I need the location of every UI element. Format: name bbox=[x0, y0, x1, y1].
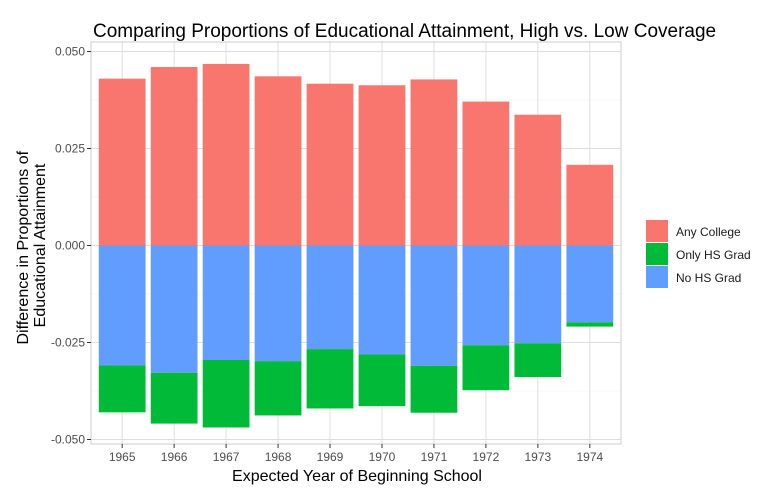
bar-any-college-1972 bbox=[462, 101, 510, 246]
bar-any-college-1971 bbox=[410, 79, 458, 246]
y-tick-label: -0.050 bbox=[51, 433, 85, 447]
bar-no-hs-grad-1974 bbox=[566, 245, 614, 323]
x-axis-title: Expected Year of Beginning School bbox=[232, 468, 482, 485]
chart-title: Comparing Proportions of Educational Att… bbox=[93, 21, 716, 42]
bar-no-hs-grad-1966 bbox=[150, 245, 198, 373]
x-tick-label: 1972 bbox=[473, 450, 500, 464]
bar-any-college-1974 bbox=[566, 164, 614, 246]
bar-only-hs-grad-1968 bbox=[254, 361, 302, 416]
bar-only-hs-grad-1974 bbox=[566, 322, 614, 327]
y-tick-label: 0.050 bbox=[55, 45, 85, 59]
legend-key-any-college bbox=[646, 220, 668, 242]
panel-border bbox=[90, 41, 622, 445]
bar-no-hs-grad-1970 bbox=[358, 245, 406, 355]
y-tick-label: 0.025 bbox=[55, 142, 85, 156]
bar-only-hs-grad-1969 bbox=[306, 349, 354, 409]
x-tick-label: 1965 bbox=[109, 450, 136, 464]
x-tick-label: 1967 bbox=[213, 450, 240, 464]
bar-any-college-1965 bbox=[98, 78, 146, 246]
legend-key-only-hs-grad bbox=[646, 243, 668, 265]
legend-key-no-hs-grad bbox=[646, 266, 668, 288]
bar-only-hs-grad-1971 bbox=[410, 365, 458, 413]
bar-any-college-1967 bbox=[202, 63, 250, 246]
legend-label-any-college: Any College bbox=[676, 225, 741, 239]
bar-no-hs-grad-1967 bbox=[202, 245, 250, 360]
bar-only-hs-grad-1973 bbox=[514, 343, 562, 378]
bars bbox=[98, 63, 614, 428]
bar-no-hs-grad-1973 bbox=[514, 245, 562, 344]
bar-no-hs-grad-1972 bbox=[462, 245, 510, 346]
y-axis-ticks: -0.050 -0.025 0.000 0.025 0.050 bbox=[51, 45, 91, 447]
x-tick-label: 1968 bbox=[265, 450, 292, 464]
x-tick-label: 1970 bbox=[369, 450, 396, 464]
x-tick-label: 1974 bbox=[576, 450, 603, 464]
bar-any-college-1968 bbox=[254, 76, 302, 246]
y-axis-title-line-2: Educational Attainment bbox=[32, 163, 49, 327]
bar-only-hs-grad-1970 bbox=[358, 354, 406, 407]
y-tick-label: 0.000 bbox=[55, 239, 85, 253]
x-tick-label: 1971 bbox=[421, 450, 448, 464]
x-tick-label: 1973 bbox=[525, 450, 552, 464]
bar-any-college-1973 bbox=[514, 114, 562, 246]
legend: Any College Only HS Grad No HS Grad bbox=[646, 220, 751, 288]
x-tick-label: 1969 bbox=[317, 450, 344, 464]
bar-no-hs-grad-1968 bbox=[254, 245, 302, 362]
x-axis-ticks: 1965 1966 1967 1968 1969 1970 1971 1972 1973 1974 bbox=[109, 444, 603, 464]
bar-no-hs-grad-1971 bbox=[410, 245, 458, 366]
bar-only-hs-grad-1972 bbox=[462, 345, 510, 391]
legend-label-no-hs-grad: No HS Grad bbox=[676, 271, 741, 285]
y-axis-title-line-1: Difference in Proportions of bbox=[15, 150, 32, 344]
bar-only-hs-grad-1967 bbox=[202, 359, 250, 428]
y-tick-label: -0.025 bbox=[51, 336, 85, 350]
bar-only-hs-grad-1966 bbox=[150, 372, 198, 424]
legend-label-only-hs-grad: Only HS Grad bbox=[676, 248, 751, 262]
y-axis-title: Difference in Proportions of Educational… bbox=[15, 146, 49, 344]
bar-only-hs-grad-1965 bbox=[98, 365, 146, 413]
bar-any-college-1966 bbox=[150, 67, 198, 246]
bar-no-hs-grad-1965 bbox=[98, 245, 146, 366]
bar-no-hs-grad-1969 bbox=[306, 245, 354, 350]
bar-any-college-1969 bbox=[306, 83, 354, 246]
bar-any-college-1970 bbox=[358, 85, 406, 246]
x-tick-label: 1966 bbox=[161, 450, 188, 464]
